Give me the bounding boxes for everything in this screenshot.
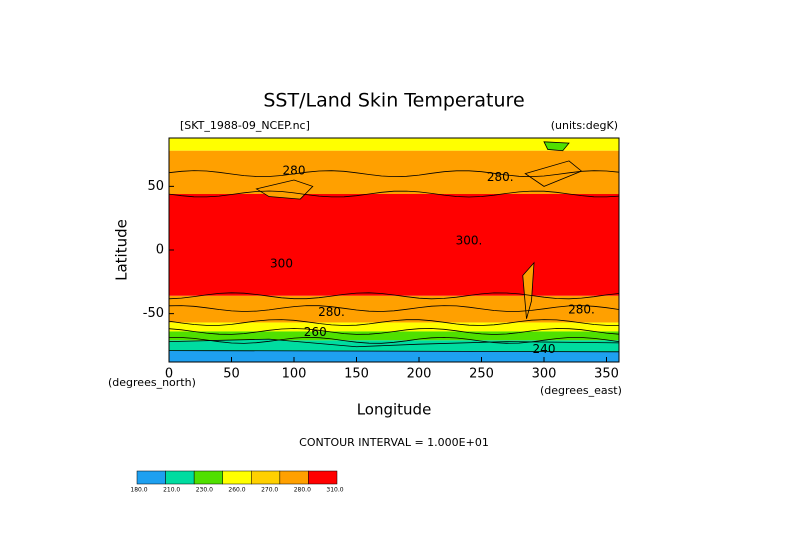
file-label: [SKT_1988-09_NCEP.nc] <box>180 119 310 132</box>
x-tick-label: 0 <box>165 367 173 382</box>
colorbar-label: 230.0 <box>196 487 213 494</box>
x-tick-label: 350 <box>594 367 619 382</box>
colorbar-label: 180.0 <box>130 487 147 494</box>
x-tick-label: 200 <box>407 367 432 382</box>
footnote: CONTOUR INTERVAL = 1.000E+01 <box>299 436 489 449</box>
colorbar-label: 310.0 <box>326 487 343 494</box>
contour-label: 280 <box>283 164 306 178</box>
colorbar-label: 210.0 <box>163 487 180 494</box>
units-label: (units:degK) <box>551 119 618 132</box>
field-band <box>169 322 619 332</box>
field-patch <box>543 141 570 152</box>
colorbar-swatch <box>279 470 309 485</box>
contour-line <box>168 328 620 335</box>
contour-line <box>168 170 620 178</box>
colorbar-swatch <box>136 470 166 485</box>
colorbar-label: 260.0 <box>228 487 245 494</box>
map-field <box>168 138 620 362</box>
colorbar-label: 280.0 <box>294 487 311 494</box>
contour-label: 300. <box>456 234 483 248</box>
contour-label: 280. <box>318 305 345 319</box>
colorbar-swatch <box>251 470 281 485</box>
y-axis-label: Latitude <box>113 219 131 281</box>
x-tick-label: 300 <box>532 367 557 382</box>
field-band <box>169 349 619 362</box>
field-band <box>169 331 619 341</box>
field-band <box>169 295 619 323</box>
contour-line <box>168 292 620 300</box>
x-units: (degrees_east) <box>540 384 622 397</box>
y-units: (degrees_north) <box>108 376 196 389</box>
field-band <box>169 138 619 151</box>
colorbar-swatch <box>193 470 223 485</box>
x-tick-label: 150 <box>344 367 369 382</box>
field-patch <box>168 338 620 353</box>
x-tick-label: 100 <box>282 367 307 382</box>
colorbar-swatch <box>165 470 195 485</box>
y-tick-label: 50 <box>147 179 164 194</box>
contour-label: 260 <box>304 325 327 339</box>
y-tick-label: -50 <box>143 306 164 321</box>
contour-label: 300 <box>270 257 293 271</box>
field-patch <box>255 179 314 200</box>
y-tick-label: 0 <box>156 243 164 258</box>
contour-label: 280. <box>487 170 514 184</box>
colorbar-label: 270.0 <box>261 487 278 494</box>
colorbar-swatch <box>308 470 338 485</box>
x-tick-label: 250 <box>469 367 494 382</box>
contour-label: 280. <box>568 302 595 316</box>
chart-title: SST/Land Skin Temperature <box>263 90 524 112</box>
contour-line <box>169 336 620 344</box>
field-band <box>169 194 619 296</box>
contour-line <box>168 319 619 326</box>
x-axis-label: Longitude <box>357 401 432 419</box>
contour-label: 240 <box>533 342 556 356</box>
contour-line <box>168 190 620 198</box>
contour-line <box>168 305 620 312</box>
colorbar-swatch <box>222 470 252 485</box>
x-tick-label: 50 <box>223 367 240 382</box>
field-patch <box>522 261 535 319</box>
